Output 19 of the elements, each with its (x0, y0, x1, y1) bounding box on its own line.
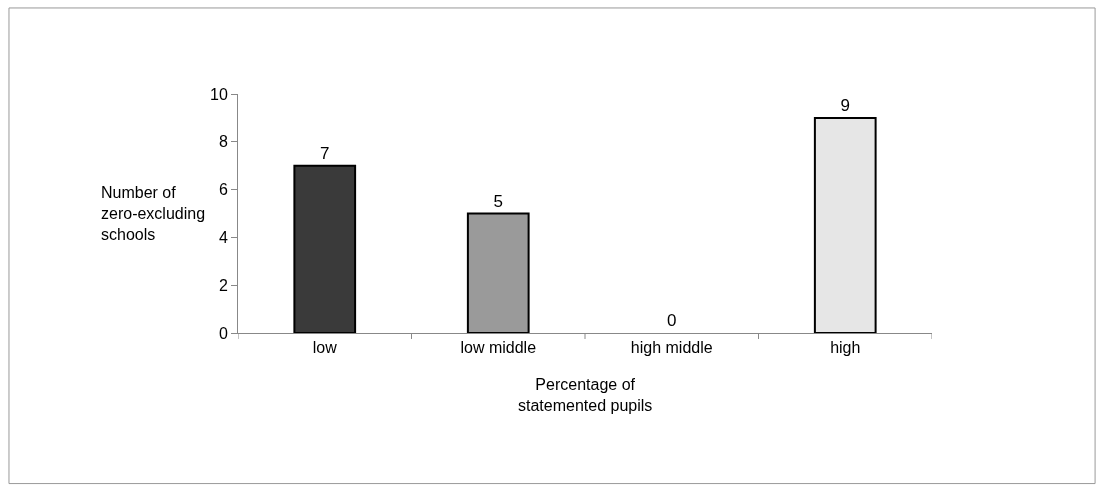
x-tick-label: low middle (460, 339, 537, 357)
data-label: 5 (493, 191, 503, 211)
bar (466, 212, 530, 333)
y-axis-title: Number of zero-excluding schools (101, 184, 206, 243)
y-tick-label: 4 (218, 229, 228, 246)
bar (813, 116, 877, 333)
x-tick-label: high (830, 339, 861, 357)
y-tick-label: 6 (218, 181, 228, 199)
x-axis-title: Percentage of statemented pupils (518, 376, 653, 414)
x-tick-label: high middle (630, 339, 713, 357)
y-tick-label: 8 (218, 133, 228, 151)
bar (293, 164, 357, 333)
data-label: 7 (320, 143, 330, 163)
x-tick-label: low (312, 339, 338, 357)
data-label: 9 (840, 95, 850, 115)
y-tick-label: 10 (210, 85, 228, 103)
y-tick-label: 2 (218, 276, 228, 294)
data-label: 0 (667, 311, 677, 330)
y-tick-label: 0 (218, 324, 228, 342)
